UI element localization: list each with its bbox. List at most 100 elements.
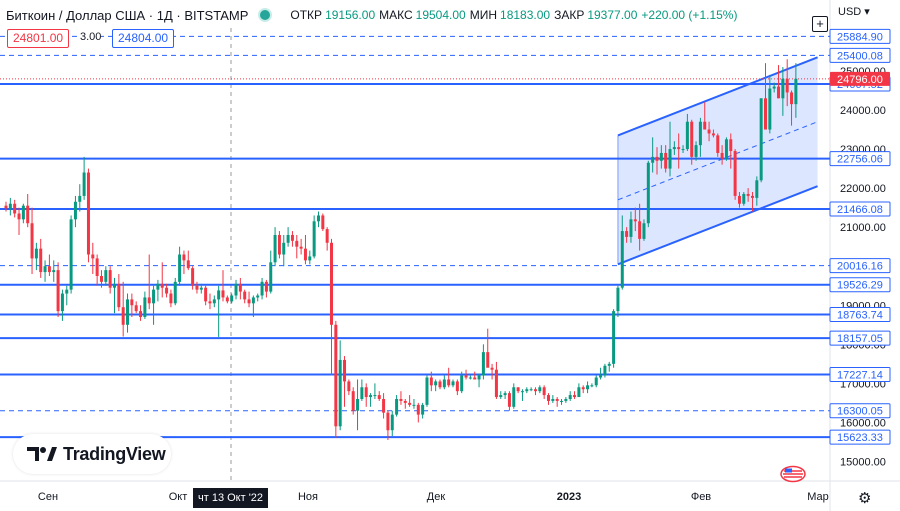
level-price-label: 16300.05 (837, 406, 883, 418)
candle-body (607, 363, 611, 366)
candle-body (425, 377, 429, 405)
candle-body (520, 391, 524, 393)
candle-body (612, 311, 616, 364)
candle-body (586, 385, 590, 390)
candle-body (560, 400, 564, 402)
candle-body (785, 78, 789, 93)
high-value: 19504.00 (415, 8, 466, 22)
price-tick-label: 22000.00 (840, 183, 886, 195)
candle-body (113, 283, 116, 288)
level-price-tag (829, 151, 891, 167)
tradingview-wordmark: TradingView (63, 443, 166, 464)
candle-body (26, 205, 30, 224)
settings-gear-icon[interactable]: ⚙ (858, 490, 872, 507)
candle-body (633, 219, 637, 222)
candle-body (664, 152, 668, 169)
close-value: 19377.00 (587, 8, 638, 22)
us-flag-icon[interactable] (779, 465, 807, 483)
candle-body (382, 398, 386, 413)
time-tick-label: Фев (691, 491, 711, 503)
buy-button[interactable]: 24804.00 (112, 29, 175, 48)
candle-body (386, 412, 390, 431)
low-label: МИН (469, 8, 498, 22)
candle-body (264, 281, 268, 292)
candle-body (464, 375, 468, 378)
candle-body (121, 307, 125, 325)
symbol-title[interactable]: Биткоин / Доллар США · 1Д · BITSTAMP (6, 7, 249, 23)
candle-body (347, 381, 351, 392)
level-price-tag (829, 403, 891, 419)
candle-body (490, 367, 494, 370)
candle-body (312, 221, 316, 257)
level-price-label: 21466.08 (837, 204, 883, 216)
candle-body (182, 254, 186, 261)
candle-body (755, 180, 759, 198)
currency-label: USD (838, 6, 862, 18)
candle-body (468, 377, 472, 379)
chart-header: Биткоин / Доллар США · 1Д · BITSTAMP ОТК… (6, 6, 737, 24)
candle-body (338, 359, 342, 427)
currency-selector[interactable]: USD ▾ (838, 6, 870, 18)
candle-body (473, 377, 477, 380)
level-price-tag (829, 28, 891, 44)
add-alert-plus-icon[interactable]: + (812, 16, 828, 32)
candle-body (790, 92, 794, 105)
candle-body (234, 283, 238, 296)
spread-value: 3.00 (80, 29, 102, 46)
candle-body (217, 290, 221, 300)
candle-body (629, 219, 633, 237)
level-price-tag (829, 47, 891, 63)
candle-body (269, 262, 273, 292)
candle-body (243, 291, 247, 300)
candle-body (564, 398, 568, 401)
candle-body (768, 88, 772, 130)
candle-body (4, 205, 8, 209)
candle-body (34, 248, 38, 259)
candle-body (625, 231, 629, 237)
price-channel-upper-line (617, 56, 818, 137)
candle-body (555, 398, 559, 401)
candle-body (681, 149, 685, 151)
candle-body (238, 283, 242, 292)
candle-body (39, 248, 43, 273)
candle-body (130, 299, 134, 306)
candle-body (56, 270, 60, 312)
candle-body (126, 299, 130, 325)
candle-body (542, 387, 546, 396)
candle-body (716, 135, 720, 153)
sell-button[interactable]: 24801.00 (7, 29, 70, 48)
candle-body (117, 283, 121, 308)
candle-body (60, 293, 64, 312)
candle-body (186, 260, 190, 269)
candle-body (290, 234, 294, 241)
candle-body (21, 205, 25, 220)
tradingview-logo[interactable]: TradingView (13, 434, 171, 474)
candle-body (651, 156, 655, 163)
candle-body (638, 221, 642, 239)
low-value: 18183.00 (500, 8, 551, 22)
candle-body (512, 387, 516, 407)
candle-body (599, 375, 603, 378)
time-tick-label: Мар (807, 491, 829, 503)
level-price-label: 15623.33 (837, 432, 883, 444)
price-tick-label: 24000.00 (840, 105, 886, 117)
candle-body (343, 359, 347, 382)
candle-body (403, 400, 407, 403)
price-tick-label: 16000.00 (840, 417, 886, 429)
candle-body (277, 234, 281, 255)
candle-body (668, 149, 672, 169)
level-price-label: 19526.29 (837, 280, 883, 292)
candle-body (447, 379, 451, 386)
candle-body (204, 287, 208, 302)
candle-body (395, 398, 399, 415)
candle-body (212, 299, 216, 304)
candle-body (568, 395, 572, 399)
level-price-tag (829, 306, 891, 322)
level-price-tag (829, 330, 891, 346)
price-channel-fill (617, 57, 818, 265)
candle-body (73, 201, 77, 220)
candle-body (646, 162, 650, 224)
candle-body (516, 387, 520, 392)
candle-body (616, 287, 620, 312)
